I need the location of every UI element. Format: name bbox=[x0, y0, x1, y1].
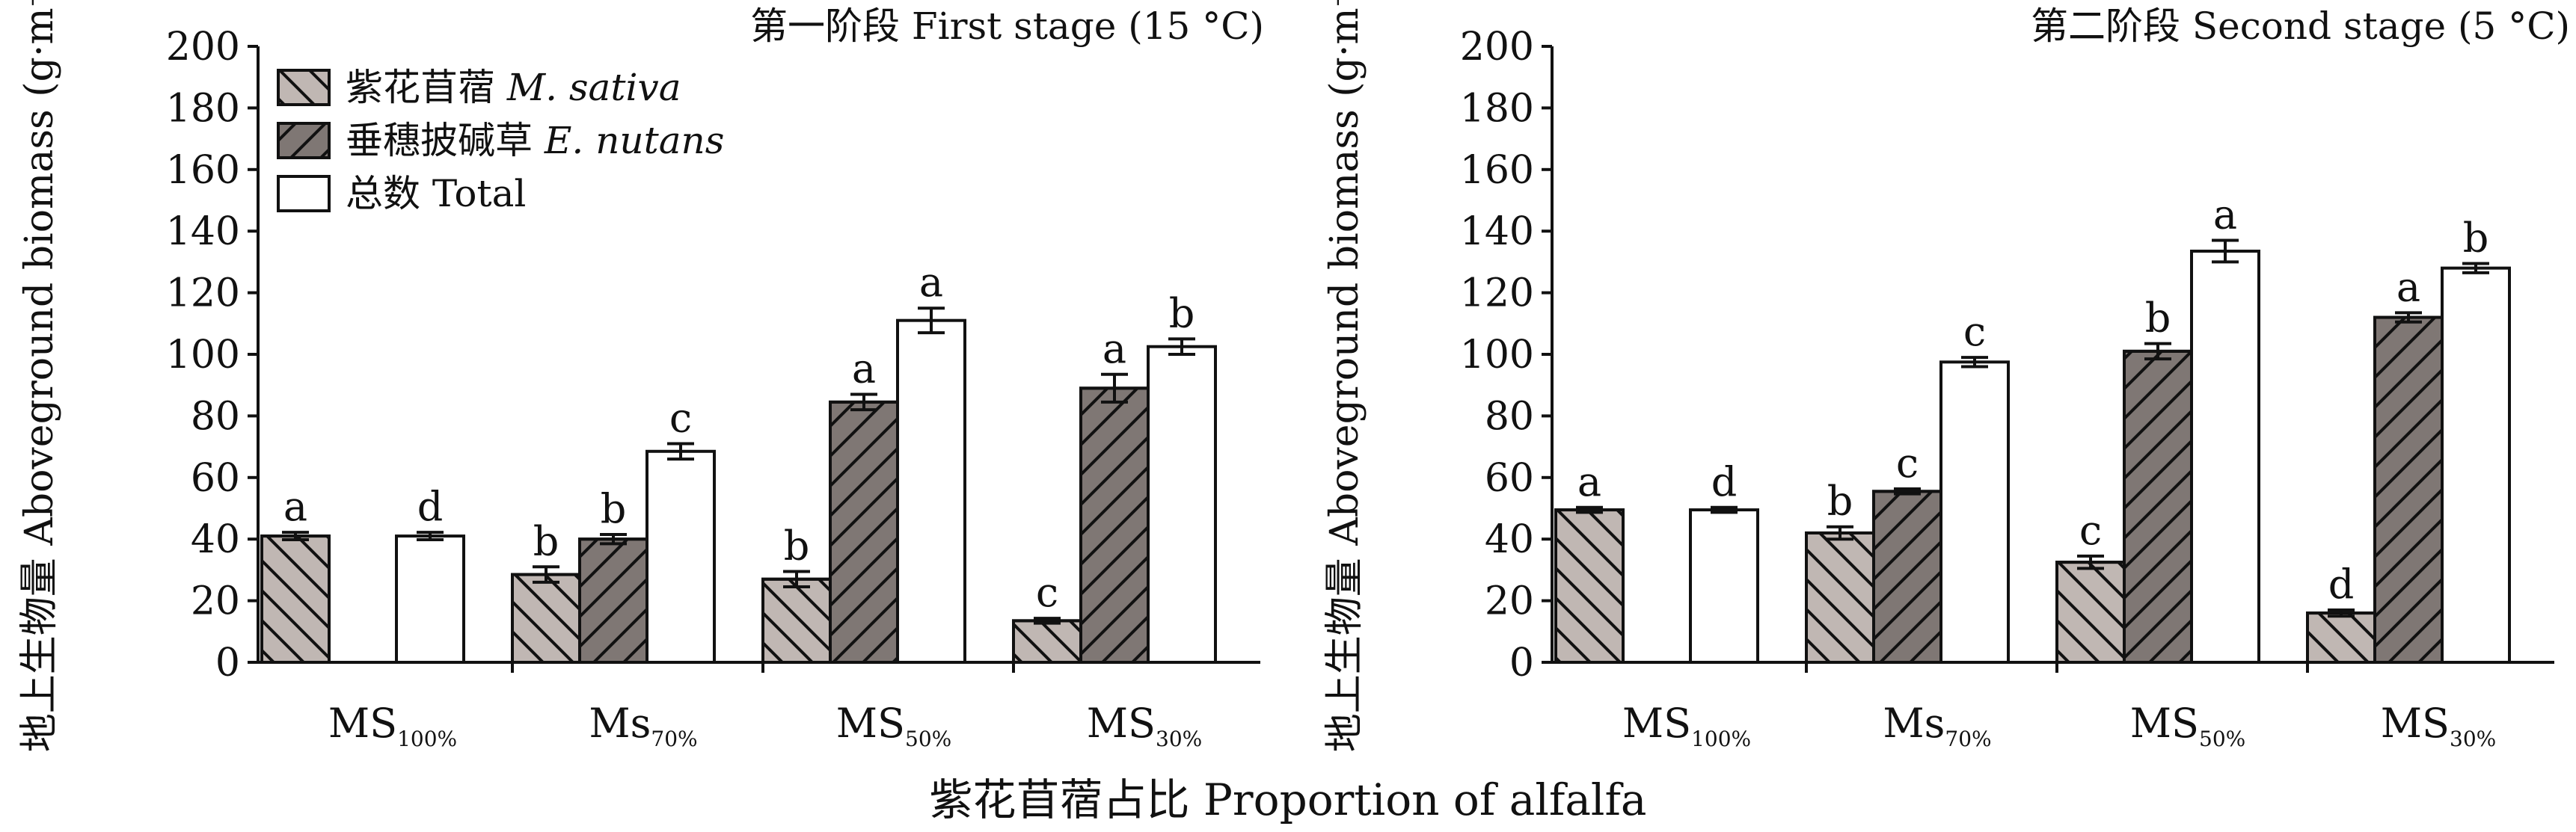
significance-label: b bbox=[2463, 214, 2489, 261]
chart-title: 第一阶段 First stage (15 °C) bbox=[750, 4, 1264, 48]
chart-title: 第二阶段 Second stage (5 °C) bbox=[2031, 4, 2570, 48]
bar-3 bbox=[1147, 345, 1217, 664]
significance-label: a bbox=[2396, 263, 2420, 310]
y-tick-label: 180 bbox=[1460, 86, 1534, 131]
bar-hatch bbox=[1079, 386, 1150, 664]
bar-hatch bbox=[2306, 611, 2376, 665]
legend-item-2: 垂穗披碱草 E. nutans bbox=[277, 119, 724, 162]
y-tick-label: 40 bbox=[1485, 517, 1534, 562]
significance-label: b bbox=[601, 485, 627, 532]
y-tick-label: 0 bbox=[215, 641, 240, 685]
significance-label: c bbox=[1963, 308, 1986, 355]
bar-hatch bbox=[829, 400, 899, 664]
y-tick-label: 20 bbox=[1485, 579, 1534, 624]
significance-label: b bbox=[2145, 295, 2171, 342]
bar-hatch bbox=[2373, 315, 2444, 664]
y-tick-label: 0 bbox=[1509, 641, 1534, 685]
x-axis-title: 紫花苜蓿占比 Proportion of alfalfa bbox=[929, 774, 1646, 825]
y-tick-label: 100 bbox=[1460, 333, 1534, 378]
significance-label: c bbox=[1036, 569, 1058, 616]
significance-label: d bbox=[1711, 458, 1738, 505]
significance-label: c bbox=[669, 394, 692, 441]
bar-3 bbox=[896, 318, 966, 664]
significance-label: a bbox=[283, 483, 307, 530]
bar-hatch bbox=[260, 534, 331, 665]
legend-label: 垂穗披碱草 E. nutans bbox=[346, 119, 724, 162]
y-tick-label: 40 bbox=[191, 517, 240, 562]
significance-label: a bbox=[919, 259, 943, 306]
significance-label: b bbox=[533, 517, 559, 564]
legend-swatch-hatch bbox=[277, 69, 331, 106]
significance-label: d bbox=[417, 483, 444, 530]
y-tick-label: 200 bbox=[166, 25, 240, 70]
legend-item-3: 总数 Total bbox=[277, 172, 526, 215]
significance-label: c bbox=[2079, 507, 2102, 554]
legend-label: 总数 Total bbox=[346, 172, 526, 215]
bar-hatch bbox=[1554, 508, 1625, 664]
significance-label: a bbox=[2213, 191, 2237, 238]
bar-hatch bbox=[1012, 619, 1082, 665]
x-tick-label: Ms70% bbox=[1883, 700, 1991, 751]
significance-label: c bbox=[1896, 440, 1919, 487]
y-tick-label: 20 bbox=[191, 579, 240, 624]
bar-3 bbox=[395, 534, 465, 665]
chart-panel-1: 第一阶段 First stage (15 °C) 地上生物量 Abovegroun… bbox=[17, 0, 1264, 752]
bar-hatch bbox=[1805, 531, 1875, 665]
bar-3 bbox=[2441, 266, 2511, 664]
x-tick-label: Ms70% bbox=[589, 700, 697, 751]
bar-3 bbox=[1689, 508, 1759, 664]
y-tick-label: 160 bbox=[1460, 148, 1534, 193]
y-tick-label: 120 bbox=[1460, 271, 1534, 316]
y-tick-label: 60 bbox=[1485, 456, 1534, 501]
bar-hatch bbox=[2123, 349, 2193, 664]
significance-label: b bbox=[1169, 289, 1195, 336]
significance-label: a bbox=[852, 345, 876, 392]
x-tick-label: MS50% bbox=[836, 700, 952, 751]
significance-label: b bbox=[784, 522, 810, 569]
legend-swatch bbox=[277, 175, 331, 212]
x-tick-label: MS100% bbox=[1622, 700, 1751, 751]
bar-hatch bbox=[1872, 490, 1942, 665]
bar-3 bbox=[1939, 360, 2010, 664]
bar-3 bbox=[645, 449, 716, 665]
bar-hatch bbox=[578, 537, 648, 665]
legend-item-1: 紫花苜蓿 M. sativa bbox=[277, 66, 681, 109]
y-tick-label: 60 bbox=[191, 456, 240, 501]
bar-hatch bbox=[511, 573, 581, 665]
bar-hatch bbox=[2055, 561, 2126, 664]
bar-hatch bbox=[761, 577, 832, 665]
y-tick-label: 200 bbox=[1460, 25, 1534, 70]
x-tick-label: MS30% bbox=[1087, 700, 1203, 751]
significance-label: a bbox=[1103, 325, 1126, 372]
y-tick-label: 140 bbox=[166, 209, 240, 254]
y-tick-label: 120 bbox=[166, 271, 240, 316]
significance-label: d bbox=[2328, 561, 2355, 608]
y-tick-label: 100 bbox=[166, 333, 240, 378]
chart-panel-2: 第二阶段 Second stage (5 °C) 地上生物量 Abovegroun… bbox=[1322, 0, 2570, 752]
y-tick-label: 80 bbox=[1485, 394, 1534, 439]
x-tick-label: MS30% bbox=[2381, 700, 2497, 751]
legend-swatch-hatch bbox=[277, 122, 331, 159]
y-tick-label: 140 bbox=[1460, 209, 1534, 254]
chart-panels: 第一阶段 First stage (15 °C) 地上生物量 Abovegroun… bbox=[17, 0, 2570, 752]
significance-label: a bbox=[1577, 458, 1601, 505]
x-tick-label: MS50% bbox=[2130, 700, 2246, 751]
x-tick-label: MS100% bbox=[328, 700, 457, 751]
significance-label: b bbox=[1827, 478, 1853, 525]
y-axis-label: 地上生物量 Aboveground biomass (g·m⁻²) bbox=[17, 0, 62, 752]
y-tick-label: 80 bbox=[191, 394, 240, 439]
y-tick-label: 180 bbox=[166, 86, 240, 131]
y-tick-label: 160 bbox=[166, 148, 240, 193]
y-axis-label: 地上生物量 Aboveground biomass (g·m⁻²) bbox=[1322, 0, 1367, 752]
bar-3 bbox=[2190, 249, 2260, 665]
chart-legend: 紫花苜蓿 M. sativa 垂穗披碱草 E. nutans 总数 Total bbox=[277, 66, 724, 215]
legend-label: 紫花苜蓿 M. sativa bbox=[346, 66, 681, 109]
